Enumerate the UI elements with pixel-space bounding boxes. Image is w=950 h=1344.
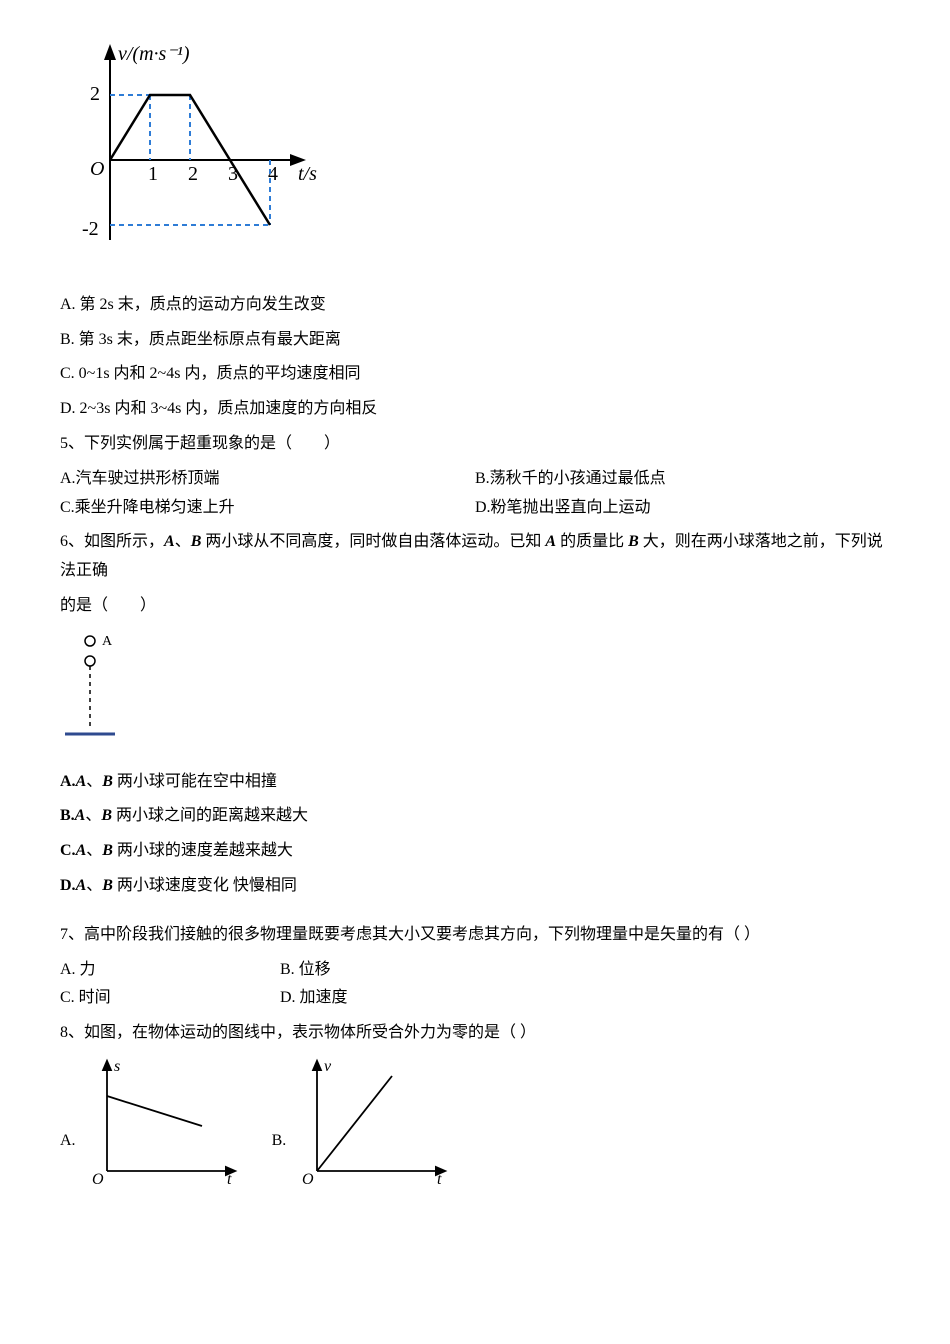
q6a-tail: 两小球可能在空中相撞: [113, 773, 277, 790]
q6a-sep: 、: [86, 773, 102, 790]
q6-a2: A: [545, 533, 556, 550]
q6-option-d: D.A、B 两小球速度变化 快慢相同: [60, 872, 890, 901]
xtick-2: 2: [188, 163, 198, 185]
q4-option-c: C. 0~1s 内和 2~4s 内，质点的平均速度相同: [60, 360, 890, 389]
q5-option-c: C.乘坐升降电梯匀速上升: [60, 494, 475, 523]
q6a-i1: A: [76, 773, 87, 790]
q6b-i1: A: [75, 807, 86, 824]
q6-p2: 两小球从不同高度，同时做自由落体运动。已知: [201, 533, 545, 550]
q7-stem: 7、高中阶段我们接触的很多物理量既要考虑其大小又要考虑其方向，下列物理量中是矢量…: [60, 921, 890, 950]
q6d-pre: D.: [60, 877, 76, 894]
q8-graph-b-svg: v t O: [292, 1056, 452, 1186]
q6d-sep: 、: [86, 877, 102, 894]
q5-option-d: D.粉笔抛出竖直向上运动: [475, 494, 890, 523]
q8-graph-b-wrap: B. v t O: [272, 1056, 453, 1186]
q8a-y: s: [114, 1058, 120, 1075]
q8b-o: O: [302, 1171, 314, 1186]
q7-option-b: B. 位移: [280, 956, 331, 985]
q6b-i2: B: [101, 807, 112, 824]
q5-option-a: A.汽车驶过拱形桥顶端: [60, 465, 475, 494]
q6-p3: 的质量比: [556, 533, 628, 550]
q8b-y: v: [324, 1058, 332, 1075]
q5-stem: 5、下列实例属于超重现象的是（ ）: [60, 430, 890, 459]
q6-diagram: A: [60, 629, 890, 760]
y-axis-label: v/(m·s⁻¹): [118, 43, 190, 65]
q8-graph-b-label: B.: [272, 1127, 287, 1156]
q6b-tail: 两小球之间的距离越来越大: [112, 807, 308, 824]
q7-option-a: A. 力: [60, 956, 280, 985]
q6d-i1: A: [76, 877, 87, 894]
q6-b2: B: [628, 533, 639, 550]
q8-graph-a-label: A.: [60, 1127, 76, 1156]
q6a-i2: B: [102, 773, 113, 790]
ytick-2: 2: [90, 83, 100, 105]
q6b-sep: 、: [85, 807, 101, 824]
q6a-pre: A.: [60, 773, 76, 790]
q6-option-c: C.A、B 两小球的速度差越来越大: [60, 837, 890, 866]
q4-option-b: B. 第 3s 末，质点距坐标原点有最大距离: [60, 326, 890, 355]
q6-option-b: B.A、B 两小球之间的距离越来越大: [60, 802, 890, 831]
q6-stem-line2: 的是（ ）: [60, 592, 890, 621]
q6-sep1: 、: [175, 533, 191, 550]
q8b-x: t: [437, 1171, 442, 1186]
q8-stem: 8、如图，在物体运动的图线中，表示物体所受合外力为零的是（ ）: [60, 1019, 890, 1048]
q4-option-d: D. 2~3s 内和 3~4s 内，质点加速度的方向相反: [60, 395, 890, 424]
q6-stem-line1: 6、如图所示，A、B 两小球从不同高度，同时做自由落体运动。已知 A 的质量比 …: [60, 528, 890, 586]
q8a-o: O: [92, 1171, 104, 1186]
q6-b1: B: [191, 533, 202, 550]
q8-graph-a-svg: s t O: [82, 1056, 242, 1186]
q6c-tail: 两小球的速度差越来越大: [113, 842, 293, 859]
q6-diagram-svg: A: [60, 629, 140, 749]
svg-text:O: O: [90, 158, 104, 180]
q6b-pre: B.: [60, 807, 75, 824]
q7-option-d: D. 加速度: [280, 984, 348, 1013]
q5-option-b: B.荡秋千的小孩通过最低点: [475, 465, 890, 494]
q8a-x: t: [227, 1171, 232, 1186]
q7-option-c: C. 时间: [60, 984, 280, 1013]
xtick-1: 1: [148, 163, 158, 185]
q6-option-a: A.A、B 两小球可能在空中相撞: [60, 768, 890, 797]
q6-diagram-label-a: A: [102, 634, 113, 649]
q6d-i2: B: [102, 877, 113, 894]
q6-stem-prefix: 6、如图所示，: [60, 533, 164, 550]
q6c-sep: 、: [86, 842, 102, 859]
q8-graph-a-wrap: A. s t O: [60, 1056, 242, 1186]
q6c-i2: B: [102, 842, 113, 859]
vt-chart-svg: v/(m·s⁻¹) t/s O 2 -2 1 2 3 4: [60, 40, 320, 260]
q6d-tail: 两小球速度变化 快慢相同: [113, 877, 297, 894]
vt-chart: v/(m·s⁻¹) t/s O 2 -2 1 2 3 4: [60, 40, 890, 271]
q6c-pre: C.: [60, 842, 76, 859]
ytick-neg2: -2: [82, 218, 99, 240]
q6-a1: A: [164, 533, 175, 550]
q4-option-a: A. 第 2s 末，质点的运动方向发生改变: [60, 291, 890, 320]
q6c-i1: A: [76, 842, 87, 859]
q8-graphs: A. s t O B. v t O: [60, 1056, 890, 1186]
x-axis-label: t/s: [298, 163, 317, 185]
